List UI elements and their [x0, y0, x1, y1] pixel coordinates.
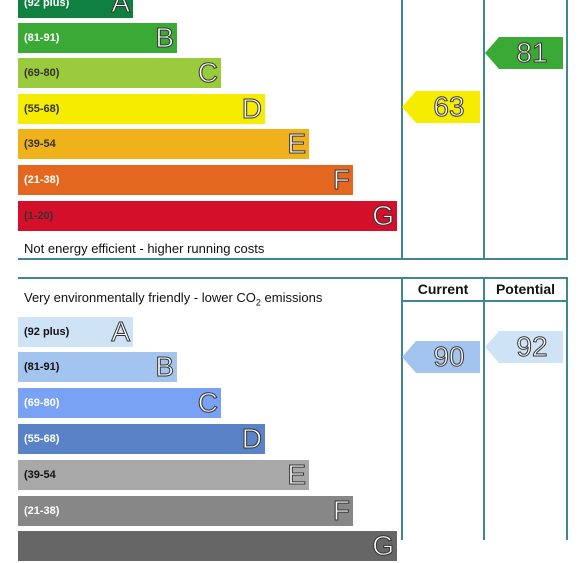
energy-band-letter: G: [372, 200, 395, 232]
energy-band-letter: C: [197, 57, 218, 89]
column-divider-right: [566, 0, 568, 260]
environment-band-b: (81-91) B: [18, 351, 177, 383]
column-divider-left: [401, 0, 403, 260]
environment-band-range: (39-54: [24, 469, 56, 481]
environment-band-range: (92 plus): [24, 326, 70, 338]
energy-bottom-border: [18, 258, 568, 260]
energy-band-letter: F: [332, 164, 350, 196]
environment-band-letter: G: [372, 530, 395, 562]
energy-band-letter: A: [111, 0, 131, 19]
environment-band-range: (55-68): [24, 433, 60, 445]
environment-band-letter: B: [155, 351, 175, 383]
energy-band-a: (92 plus) A: [18, 0, 133, 19]
energy-band-e: (39-54 E: [18, 128, 309, 160]
environment-top-border: [18, 277, 568, 279]
environment-current-rating-arrow: 90: [402, 341, 480, 373]
energy-current-rating-arrow: 63: [402, 91, 480, 123]
energy-band-letter: E: [287, 128, 307, 160]
caption-text: Very environmentally friendly - lower CO: [24, 290, 256, 305]
energy-band-f: (21-38) F: [18, 164, 353, 196]
environment-band-d: (55-68) D: [18, 423, 265, 455]
caption-subscript: 2: [255, 297, 261, 308]
energy-band-range: (69-80): [24, 67, 60, 79]
energy-band-letter: B: [155, 22, 175, 54]
environment-band-letter: E: [287, 459, 307, 491]
energy-band-range: (39-54: [24, 138, 56, 150]
environment-band-range: (21-38): [24, 505, 60, 517]
energy-band-range: (92 plus): [24, 0, 70, 9]
environment-band-letter: C: [197, 387, 218, 419]
energy-band-range: (55-68): [24, 103, 60, 115]
env-column-divider-right: [566, 277, 568, 540]
energy-bottom-caption: Not energy efficient - higher running co…: [24, 241, 265, 256]
environment-band-letter: F: [332, 495, 350, 527]
energy-band-d: (55-68) D: [18, 93, 265, 125]
environment-band-a: (92 plus) A: [18, 316, 133, 348]
energy-band-range: (81-91): [24, 32, 60, 44]
energy-band-c: (69-80) C: [18, 57, 221, 89]
potential-column-header: Potential: [495, 281, 556, 297]
energy-band-g: (1-20) G: [18, 200, 397, 232]
current-column-header: Current: [417, 281, 469, 297]
environment-band-f: (21-38) F: [18, 495, 353, 527]
column-divider-mid: [483, 0, 485, 260]
env-column-divider-left: [401, 277, 403, 540]
environment-band-letter: A: [111, 316, 131, 348]
caption-text-end: emissions: [260, 290, 323, 305]
energy-band-b: (81-91) B: [18, 22, 177, 54]
energy-band-range: (21-38): [24, 174, 60, 186]
energy-band-range: (1-20): [24, 210, 54, 222]
environment-band-e: (39-54 E: [18, 459, 309, 491]
environment-band-g: G: [18, 530, 397, 562]
env-column-divider-mid: [483, 277, 485, 540]
environment-band-letter: D: [241, 423, 262, 455]
environment-top-caption: Very environmentally friendly - lower CO…: [24, 290, 322, 308]
environment-band-range: (81-91): [24, 361, 60, 373]
energy-potential-rating-arrow: 81: [485, 37, 563, 69]
environment-band-range: (69-80): [24, 397, 60, 409]
environment-band-c: (69-80) C: [18, 387, 221, 419]
energy-band-letter: D: [241, 93, 262, 125]
environment-potential-rating-arrow: 92: [485, 331, 563, 363]
